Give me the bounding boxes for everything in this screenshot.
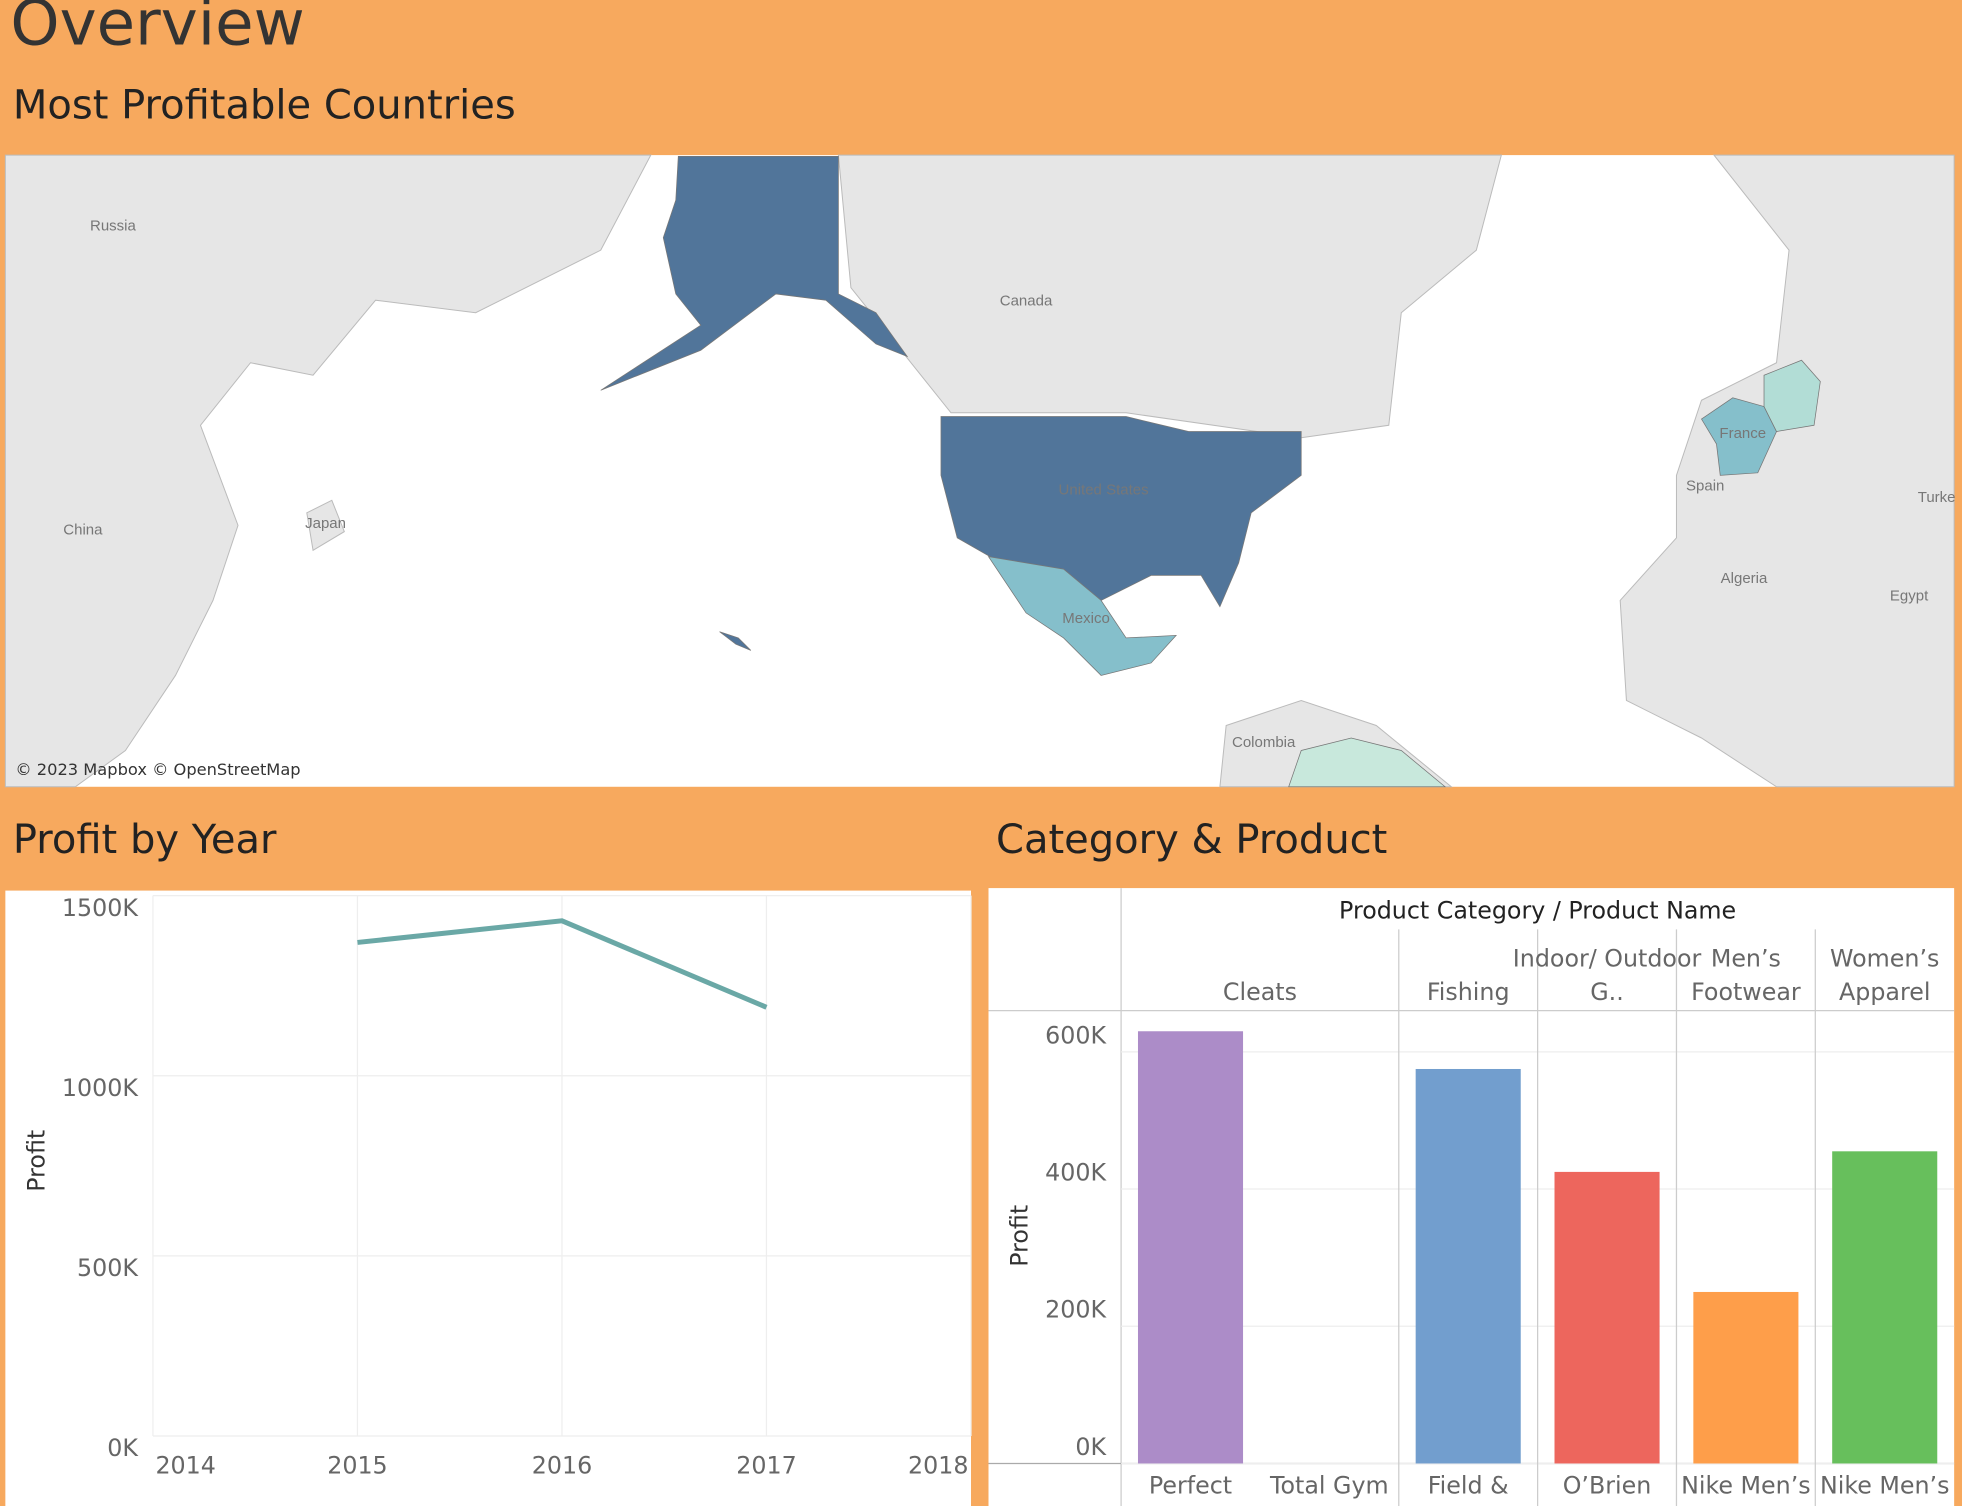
line-series — [357, 918, 768, 1010]
column-header: Product Category / Product Name — [1339, 896, 1736, 924]
map-label: Spain — [1686, 478, 1724, 495]
x-tick-label: O’Brien — [1563, 1472, 1652, 1500]
y-tick-label: 1000K — [62, 1074, 139, 1102]
y-axis-label: Profit — [22, 1130, 50, 1192]
y-tick-label: 600K — [1045, 1021, 1107, 1049]
y-tick-label: 400K — [1045, 1159, 1107, 1187]
x-tick-label: Field & — [1428, 1472, 1509, 1500]
map-highlight — [600, 155, 1821, 788]
map-label: United States — [1059, 481, 1149, 498]
bar-title: Category & Product — [996, 817, 1387, 863]
map-label: Colombia — [1232, 734, 1296, 751]
line-panel — [5, 890, 971, 1506]
map-label: Japan — [305, 515, 346, 532]
map-label: China — [63, 521, 103, 538]
line-title: Profit by Year — [13, 817, 277, 863]
bar — [1554, 1171, 1660, 1464]
y-tick-label: 500K — [77, 1254, 139, 1282]
dashboard-title: Overview — [10, 0, 304, 60]
map-label: Algeria — [1721, 570, 1768, 587]
x-tick-label: 2014 — [155, 1452, 215, 1480]
group-label: Men’s Footwear — [1691, 944, 1801, 1006]
map-label: Turke — [1918, 489, 1956, 506]
y-tick-label: 200K — [1045, 1296, 1107, 1324]
y-tick-label: 0K — [1075, 1433, 1107, 1461]
map-label: Canada — [1000, 292, 1053, 309]
map-attribution: © 2023 Mapbox © OpenStreetMap — [15, 760, 300, 779]
map-title: Most Profitable Countries — [13, 83, 516, 129]
y-tick-label: 1500K — [62, 894, 139, 922]
group-label: Indoor/ Outdoor G.. — [1513, 944, 1702, 1006]
group-label: Women’s Apparel — [1830, 944, 1939, 1006]
y-axis-label: Profit — [1006, 1205, 1034, 1267]
x-tick-label: 2017 — [736, 1452, 796, 1480]
map-label: Egypt — [1890, 588, 1929, 605]
x-tick-label: Total Gym — [1269, 1472, 1389, 1500]
y-tick-label: 0K — [107, 1434, 139, 1462]
x-tick-label: 2015 — [327, 1452, 387, 1480]
bar — [1693, 1291, 1799, 1464]
x-tick-label: Nike Men’s — [1820, 1472, 1950, 1500]
map-label: Russia — [90, 217, 137, 234]
group-label: Cleats — [1223, 978, 1297, 1006]
group-label: Fishing — [1427, 978, 1510, 1006]
bar — [1832, 1151, 1938, 1464]
x-tick-label: Perfect — [1149, 1472, 1232, 1500]
x-tick-label: 2016 — [532, 1452, 592, 1480]
bar — [1137, 1031, 1244, 1464]
x-tick-label: Nike Men’s — [1681, 1472, 1811, 1500]
x-tick-label: 2018 — [908, 1452, 968, 1480]
map-label: France — [1719, 425, 1766, 442]
bar — [1415, 1068, 1521, 1464]
map-label: Mexico — [1062, 610, 1110, 627]
